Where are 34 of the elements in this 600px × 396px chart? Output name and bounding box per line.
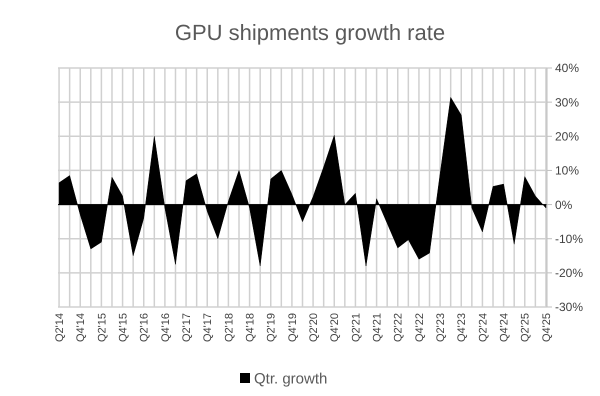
y-tick-label: -30%: [555, 300, 584, 314]
x-tick-label: Q2'20: [308, 313, 320, 342]
x-tick-label: Q4'23: [456, 313, 468, 342]
x-tick-label: Q4'15: [117, 313, 130, 342]
x-tick-label: Q4'17: [202, 313, 214, 342]
x-tick-label: Q2'16: [138, 313, 151, 342]
x-tick-label: Q2'14: [54, 313, 66, 342]
y-tick-label: 10%: [555, 164, 580, 178]
x-tick-label: Q2'22: [392, 313, 405, 342]
x-tick-label: Q2'18: [223, 313, 236, 342]
x-tick-label: Q2'25: [520, 313, 532, 342]
x-tick-label: Q2'24: [477, 313, 490, 342]
x-tick-label: Q4'16: [160, 313, 172, 342]
y-tick-label: -20%: [555, 266, 584, 280]
x-tick-label: Q2'21: [350, 313, 362, 342]
x-tick-label: Q4'18: [244, 313, 256, 342]
y-tick-label: -10%: [555, 232, 584, 246]
x-tick-label: Q4'20: [329, 313, 342, 342]
x-tick-label: Q4'19: [286, 313, 299, 342]
x-tick-label: Q2'19: [266, 313, 278, 342]
x-tick-label: Q4'21: [371, 313, 384, 342]
y-tick-label: 30%: [555, 95, 580, 110]
x-tick-label: Q4'25: [540, 313, 553, 342]
y-tick-label: 20%: [555, 129, 580, 144]
x-tick-label: Q4'14: [75, 313, 88, 342]
chart-title: GPU shipments growth rate: [174, 20, 446, 45]
x-tick-label: Q4'22: [414, 313, 426, 342]
y-tick-label: 40%: [555, 61, 580, 76]
y-tick-label: 0%: [555, 198, 573, 212]
x-tick-label: Q2'17: [180, 313, 193, 342]
legend-label: Qtr. growth: [254, 370, 328, 388]
x-tick-label: Q2'15: [96, 313, 108, 342]
x-tick-label: Q4'24: [498, 313, 510, 342]
x-tick-label: Q2'23: [434, 313, 447, 342]
